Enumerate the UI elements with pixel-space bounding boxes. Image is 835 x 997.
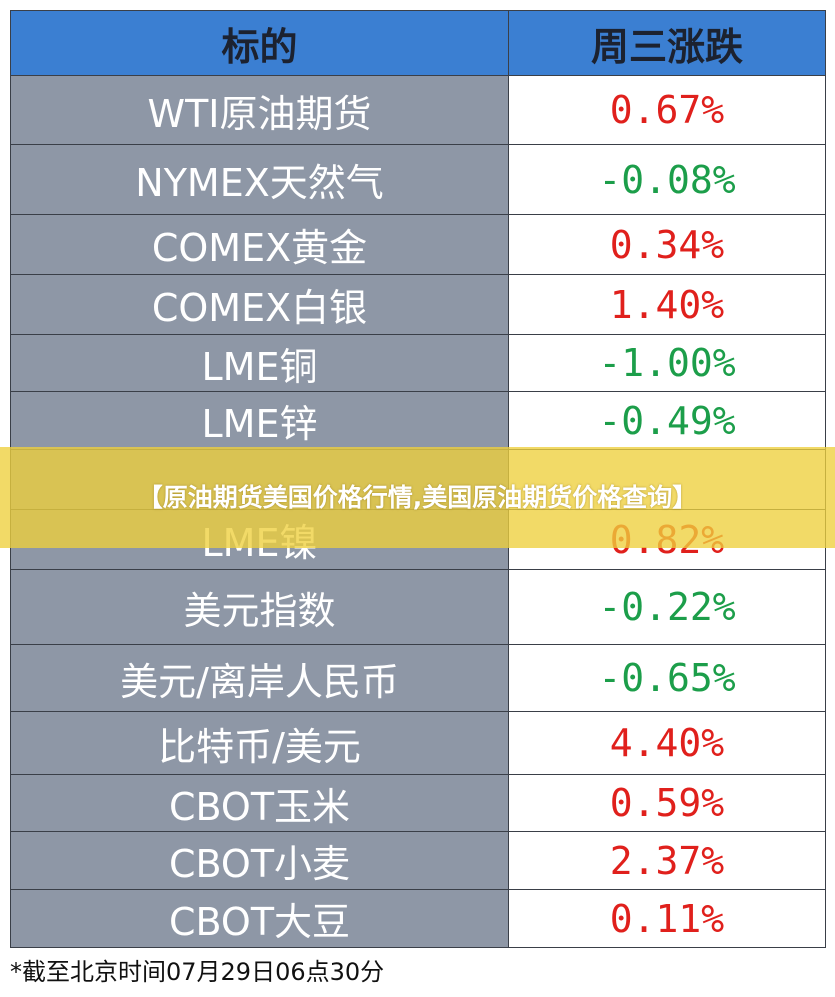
name-cell: CBOT大豆 bbox=[10, 889, 509, 948]
name-cell: LME锌 bbox=[10, 391, 509, 450]
header-cell: 周三涨跌 bbox=[508, 10, 826, 76]
table-row: WTI原油期货 0.67% bbox=[10, 75, 826, 145]
table-row: CBOT大豆 0.11% bbox=[10, 889, 826, 948]
table-row: COMEX白银 1.40% bbox=[10, 274, 826, 335]
name-cell: 比特币/美元 bbox=[10, 711, 509, 775]
name-cell: CBOT小麦 bbox=[10, 831, 509, 890]
table-row: LME铜 -1.00% bbox=[10, 334, 826, 392]
change-cell: 0.67% bbox=[508, 75, 826, 145]
change-cell: 0.59% bbox=[508, 774, 826, 832]
name-cell: NYMEX天然气 bbox=[10, 144, 509, 215]
name-cell: 美元指数 bbox=[10, 569, 509, 645]
table-row: 美元指数 -0.22% bbox=[10, 569, 826, 645]
table-row: CBOT小麦 2.37% bbox=[10, 831, 826, 890]
table-row: CBOT玉米 0.59% bbox=[10, 774, 826, 832]
change-cell: 0.11% bbox=[508, 889, 826, 948]
header-cell: 标的 bbox=[10, 10, 509, 76]
change-cell: -1.00% bbox=[508, 334, 826, 392]
table-row: COMEX黄金 0.34% bbox=[10, 214, 826, 275]
change-cell: 4.40% bbox=[508, 711, 826, 775]
banner-text: 【原油期货美国价格行情,美国原油期货价格查询】 bbox=[137, 482, 698, 512]
name-cell: COMEX黄金 bbox=[10, 214, 509, 275]
name-cell: COMEX白银 bbox=[10, 274, 509, 335]
name-cell: 美元/离岸人民币 bbox=[10, 644, 509, 712]
change-cell: 0.34% bbox=[508, 214, 826, 275]
quote-table: 标的 周三涨跌 WTI原油期货 0.67% NYMEX天然气 -0.08% COMEX黄… bbox=[10, 10, 826, 948]
table-row: NYMEX天然气 -0.08% bbox=[10, 144, 826, 215]
change-cell: -0.08% bbox=[508, 144, 826, 215]
change-cell: -0.49% bbox=[508, 391, 826, 450]
change-cell: -0.22% bbox=[508, 569, 826, 645]
table-row: LME锌 -0.49% bbox=[10, 391, 826, 450]
table-row: 比特币/美元 4.40% bbox=[10, 711, 826, 775]
change-cell: 2.37% bbox=[508, 831, 826, 890]
table-row: 美元/离岸人民币 -0.65% bbox=[10, 644, 826, 712]
change-cell: 1.40% bbox=[508, 274, 826, 335]
banner: 【原油期货美国价格行情,美国原油期货价格查询】 bbox=[0, 447, 835, 548]
name-cell: WTI原油期货 bbox=[10, 75, 509, 145]
change-cell: -0.65% bbox=[508, 644, 826, 712]
name-cell: CBOT玉米 bbox=[10, 774, 509, 832]
name-cell: LME铜 bbox=[10, 334, 509, 392]
footnote: *截至北京时间07月29日06点30分 bbox=[10, 958, 385, 986]
